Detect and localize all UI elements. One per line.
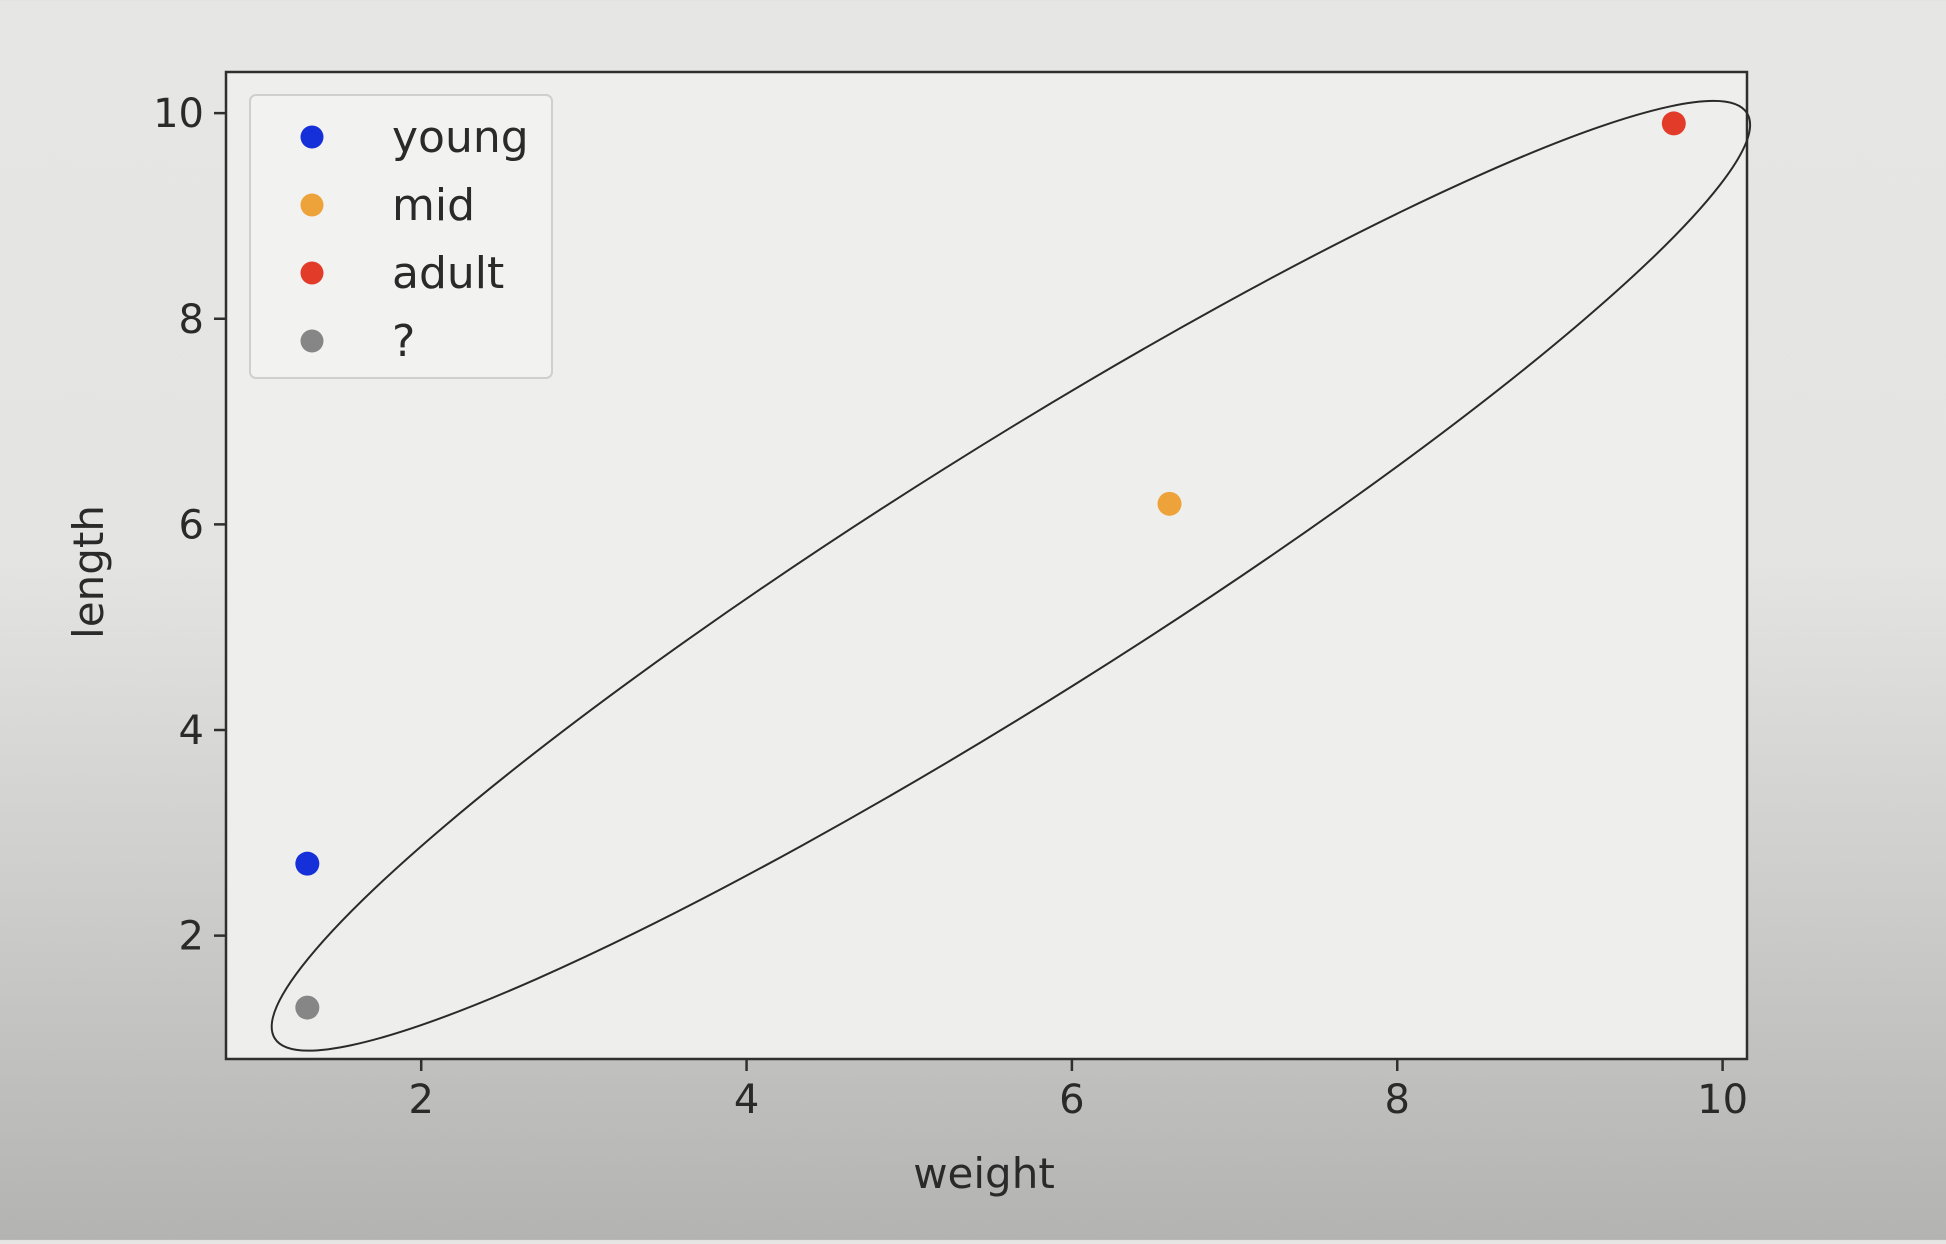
annotation-layer — [270, 99, 1752, 1052]
data-point — [295, 995, 320, 1020]
legend-label: ? — [392, 316, 415, 367]
legend-box — [249, 94, 553, 379]
data-point — [1661, 111, 1686, 136]
x-axis: 2 4 6 8 10 — [408, 1059, 1748, 1123]
y-tick-label: 2 — [179, 914, 204, 960]
y-tick-label: 4 — [179, 708, 204, 754]
legend-label: young — [392, 112, 529, 163]
x-tick-label: 4 — [734, 1077, 759, 1123]
y-axis-label: length — [64, 505, 113, 639]
x-tick-label: 2 — [408, 1077, 433, 1123]
legend-items: young mid adult? — [300, 112, 529, 367]
legend: young mid adult? — [249, 94, 553, 379]
legend-label: mid — [392, 180, 475, 231]
x-tick-label: 8 — [1385, 1077, 1410, 1123]
y-axis: 2 4 6 8 10 — [153, 91, 226, 960]
x-axis-label: weight — [913, 1149, 1055, 1198]
y-tick-label: 6 — [179, 502, 204, 548]
data-point — [295, 851, 320, 876]
annotation-ellipse — [270, 99, 1752, 1052]
data-point — [1157, 491, 1182, 516]
points-layer — [295, 111, 1686, 1020]
x-tick-label: 6 — [1059, 1077, 1084, 1123]
legend-marker — [300, 125, 324, 149]
y-tick-label: 10 — [153, 91, 204, 137]
legend-marker — [300, 193, 324, 217]
y-tick-label: 8 — [179, 297, 204, 343]
x-tick-label: 10 — [1697, 1077, 1748, 1123]
legend-marker — [300, 261, 324, 285]
legend-label: adult — [392, 248, 504, 299]
legend-marker — [300, 329, 324, 353]
